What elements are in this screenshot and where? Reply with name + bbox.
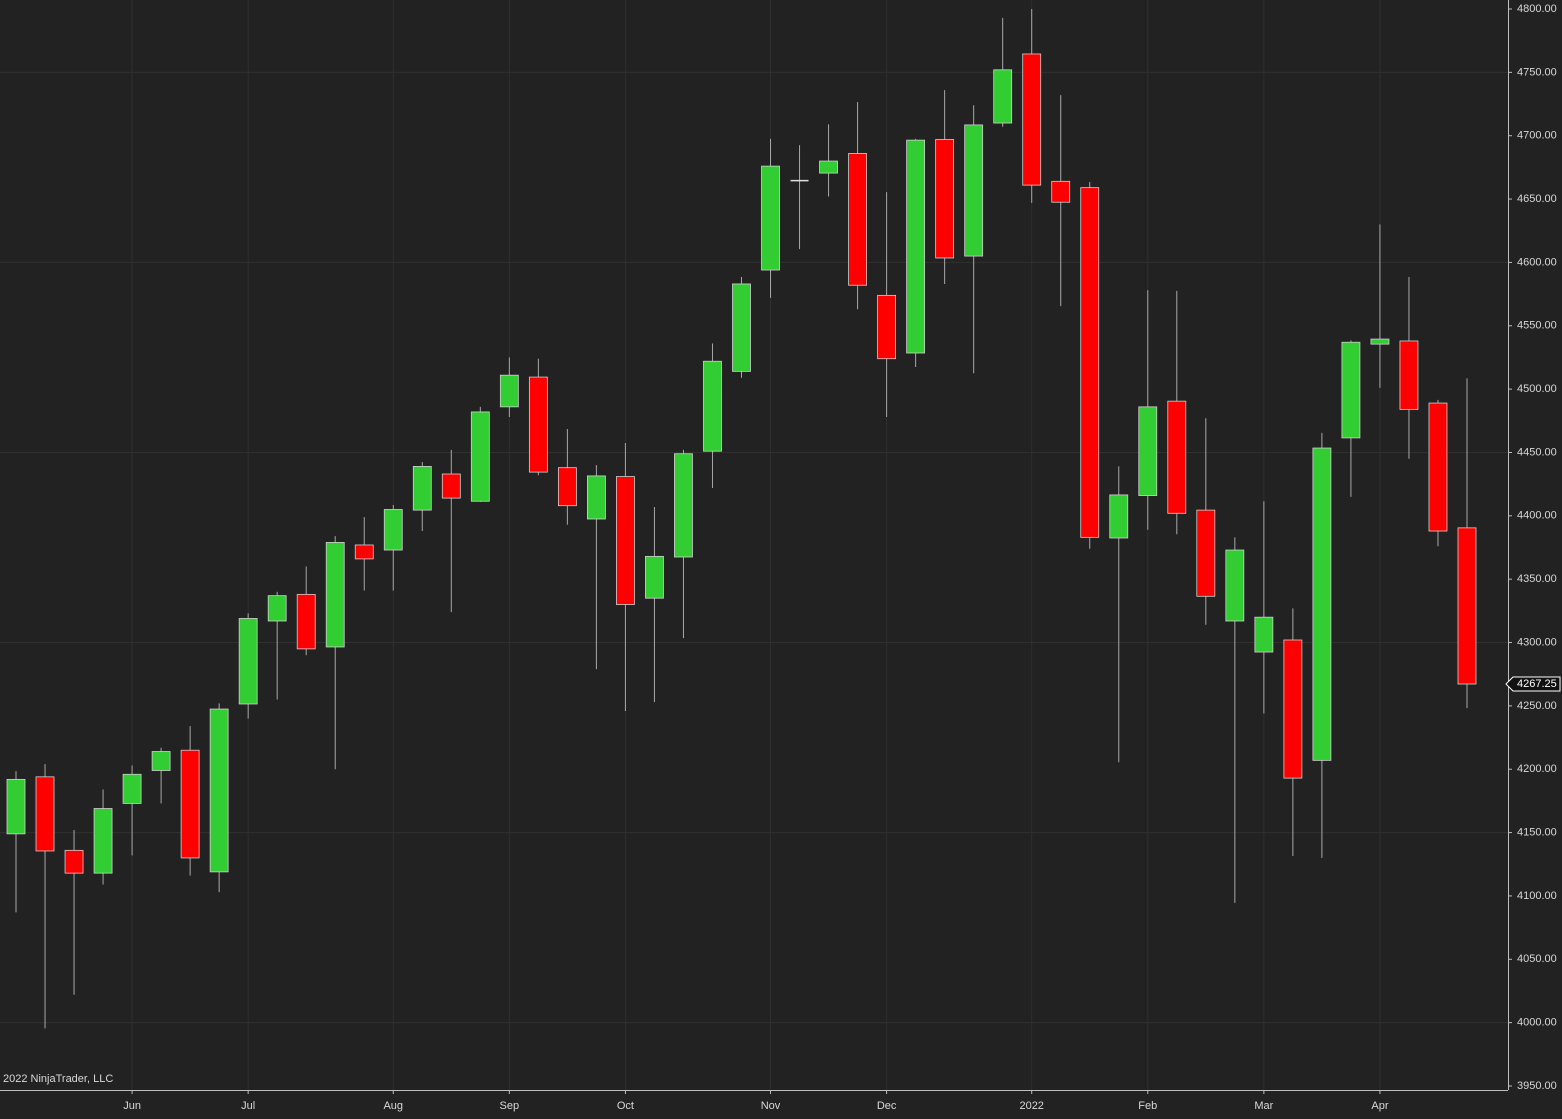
candle-body — [1080, 187, 1100, 538]
candle-body — [470, 411, 490, 502]
candle-body — [35, 776, 55, 852]
x-tick-label: Nov — [761, 1100, 781, 1112]
candle-body — [325, 542, 345, 648]
y-tick-label: 4250.00 — [1517, 700, 1557, 712]
y-tick-label: 4050.00 — [1517, 953, 1557, 965]
candle-body — [587, 475, 606, 520]
candle-body — [1022, 53, 1042, 186]
candle-body — [557, 467, 577, 507]
credit: 2022 NinjaTrader, LLC — [3, 1073, 113, 1085]
candle-body — [267, 595, 287, 622]
candle-body — [993, 69, 1013, 124]
candle-body — [761, 165, 780, 271]
candle-body — [151, 751, 171, 771]
x-tick-label: Feb — [1138, 1100, 1157, 1112]
y-tick-label: 4100.00 — [1517, 890, 1557, 902]
candle-body — [528, 376, 548, 473]
candle-body — [645, 555, 664, 599]
candle-body — [1109, 494, 1129, 539]
candle-body — [703, 360, 722, 452]
y-tick-label: 4750.00 — [1517, 66, 1557, 78]
candle-body — [1370, 338, 1390, 345]
candle-body — [616, 476, 635, 605]
y-tick-label: 4800.00 — [1517, 3, 1557, 15]
y-tick-label: 4000.00 — [1517, 1017, 1557, 1029]
y-tick-label: 4450.00 — [1517, 446, 1557, 458]
x-tick-label: Oct — [617, 1100, 634, 1112]
candle-body — [935, 139, 955, 259]
y-tick-label: 4400.00 — [1517, 510, 1557, 522]
candle-body — [354, 544, 374, 560]
candle-body — [1051, 180, 1071, 203]
candle-body — [180, 749, 200, 859]
y-tick-label: 4200.00 — [1517, 763, 1557, 775]
candle-body — [732, 283, 751, 372]
candle-body — [819, 160, 838, 174]
candle-body — [499, 374, 519, 408]
candle-body — [1254, 616, 1274, 653]
candle-body — [877, 294, 896, 360]
x-tick-label: Dec — [877, 1100, 897, 1112]
candle-body — [1428, 402, 1448, 532]
last-price-label: 4267.25 — [1517, 678, 1557, 690]
candle-body — [1341, 341, 1361, 439]
candle-body — [1283, 639, 1303, 779]
candle-body — [1167, 400, 1187, 514]
x-tick-label: Jul — [241, 1100, 255, 1112]
candle-body — [906, 139, 926, 354]
candle-body — [64, 849, 84, 874]
y-tick-label: 4700.00 — [1517, 130, 1557, 142]
candle-body — [1312, 447, 1332, 761]
candle-body — [93, 808, 113, 874]
candle-body — [1138, 406, 1158, 496]
y-tick-label: 4150.00 — [1517, 826, 1557, 838]
candle-body — [1196, 509, 1216, 597]
candle-body — [209, 708, 229, 873]
candle-body — [122, 773, 142, 804]
candle-body — [1225, 549, 1245, 622]
y-tick-label: 3950.00 — [1517, 1080, 1557, 1092]
x-tick-label: 2022 — [1019, 1100, 1043, 1112]
axes: 3950.00 4000.00 4050.00 4100.00 4150.00 4200.… — [123, 3, 1561, 1112]
candle-body — [1399, 340, 1419, 410]
last-price-box — [1505, 676, 1561, 692]
y-tick-label: 4600.00 — [1517, 256, 1557, 268]
candle-body — [441, 473, 461, 499]
x-tick-label: Jun — [123, 1100, 141, 1112]
candle-body — [238, 618, 258, 705]
candle-body — [383, 509, 403, 551]
x-tick-label: Aug — [383, 1100, 403, 1112]
candle-body — [964, 124, 984, 257]
candles — [6, 9, 1477, 1029]
x-tick-label: Apr — [1371, 1100, 1388, 1112]
candle-body — [674, 453, 693, 558]
candle-body — [1457, 527, 1477, 685]
candle-body — [296, 593, 316, 650]
y-tick-label: 4550.00 — [1517, 320, 1557, 332]
y-tick-label: 4350.00 — [1517, 573, 1557, 585]
candle-body — [6, 778, 26, 835]
y-tick-label: 4650.00 — [1517, 193, 1557, 205]
candle-body — [412, 466, 432, 511]
x-tick-label: Mar — [1254, 1100, 1273, 1112]
candle-body — [848, 153, 867, 286]
y-tick-label: 4300.00 — [1517, 636, 1557, 648]
y-tick-label: 4500.00 — [1517, 383, 1557, 395]
x-tick-label: Sep — [500, 1100, 520, 1112]
